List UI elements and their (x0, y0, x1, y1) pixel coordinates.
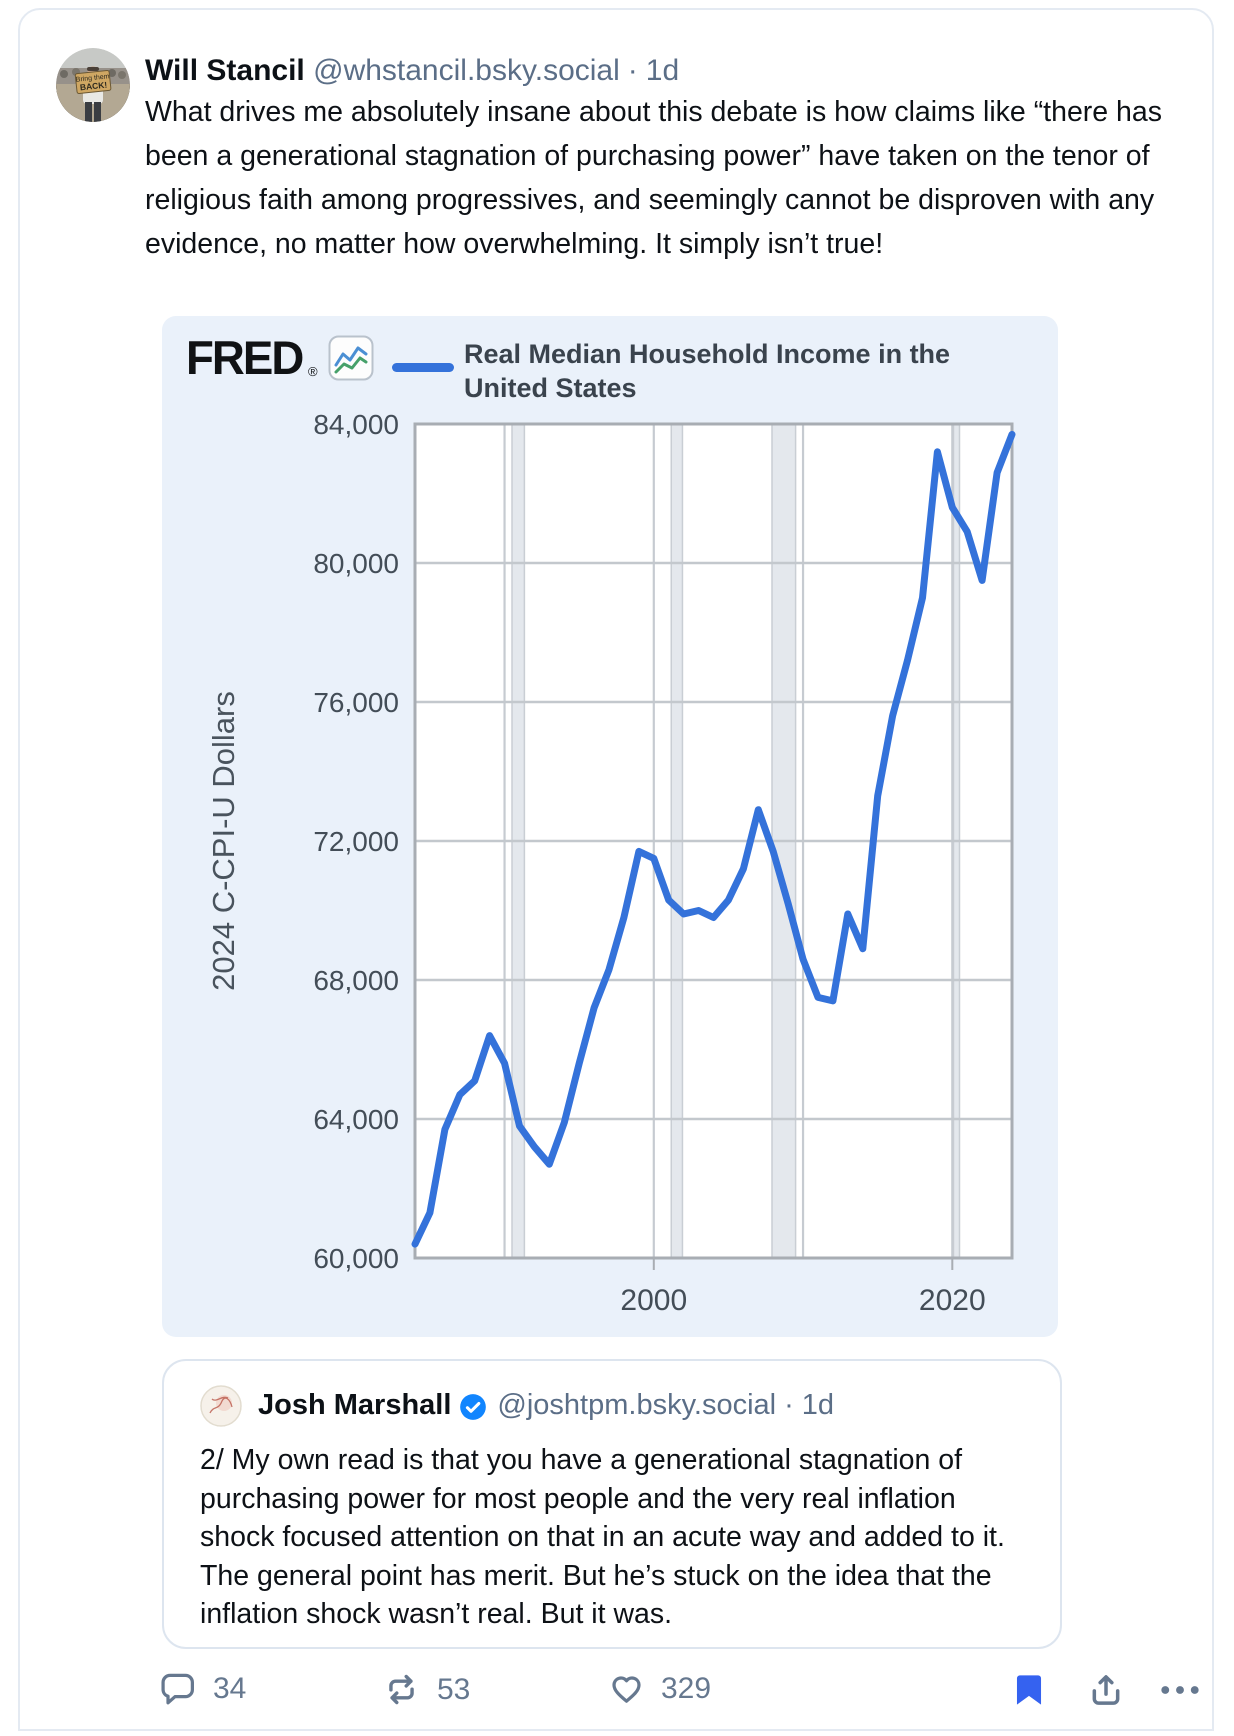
svg-text:60,000: 60,000 (313, 1243, 399, 1274)
avatar-sign-line1: Bring them (76, 73, 111, 84)
quote-avatar-art (200, 1385, 242, 1427)
reply-icon (161, 1673, 194, 1705)
svg-text:72,000: 72,000 (313, 826, 399, 857)
post-body: What drives me absolutely insane about t… (145, 96, 1163, 260)
reply-count: 34 (213, 1671, 247, 1705)
chart-plot: 60,000 64,000 68,000 72,000 76,000 80,000 84,0… (313, 409, 1016, 1317)
like-count: 329 (661, 1671, 712, 1705)
svg-text:80,000: 80,000 (313, 548, 399, 579)
share-icon (1092, 1675, 1120, 1705)
avatar-photo: Bring them BACK! (56, 48, 130, 122)
svg-text:2000: 2000 (620, 1284, 687, 1317)
author-name[interactable]: Will Stancil (145, 54, 305, 87)
repost-count: 53 (437, 1672, 471, 1706)
repost-button[interactable]: 53 (382, 1670, 470, 1709)
quote-avatar[interactable] (200, 1385, 242, 1427)
svg-text:68,000: 68,000 (313, 965, 399, 996)
post-timestamp[interactable]: 1d (645, 54, 680, 87)
quote-author-name[interactable]: Josh Marshall (258, 1389, 452, 1421)
quote-meta-separator: · (784, 1389, 794, 1421)
chart-card[interactable]: FRED ® Real Median Household Income in t… (162, 316, 1058, 1337)
fred-registered-mark: ® (307, 364, 318, 379)
bookmark-button[interactable] (1010, 1670, 1048, 1715)
like-button[interactable]: 329 (608, 1670, 711, 1707)
verified-badge-icon (460, 1393, 487, 1420)
chart-logo-row: FRED ® (186, 330, 374, 385)
repost-icon (389, 1674, 414, 1705)
svg-text:2020: 2020 (919, 1284, 986, 1317)
legend-label: Real Median Household Income in the Unit… (464, 339, 951, 403)
avatar[interactable]: Bring them BACK! (56, 48, 130, 122)
svg-text:76,000: 76,000 (313, 687, 399, 718)
quote-body: 2/ My own read is that you have a genera… (200, 1444, 1005, 1630)
meta-separator: · (627, 54, 638, 87)
svg-text:64,000: 64,000 (313, 1104, 399, 1135)
quote-author-handle[interactable]: @joshtpm.bsky.social (497, 1389, 777, 1421)
post-header: Will Stancil @whstancil.bsky.social · 1d (145, 54, 679, 88)
quote-card[interactable]: Josh Marshall @joshtpm.bsky.social · 1d 2/… (162, 1359, 1062, 1649)
avatar-sign-line2: BACK! (79, 80, 107, 93)
author-handle[interactable]: @whstancil.bsky.social (313, 54, 620, 87)
quote-timestamp[interactable]: 1d (801, 1389, 835, 1421)
post-card[interactable]: Bring them BACK! Will Stancil @whstancil… (18, 8, 1214, 1731)
like-icon (612, 1676, 641, 1703)
quote-header: Josh Marshall @joshtpm.bsky.social · 1d (258, 1389, 834, 1422)
share-button[interactable] (1086, 1670, 1126, 1715)
fred-chart-icon (328, 335, 374, 380)
legend-swatch (392, 363, 454, 372)
more-button[interactable] (1158, 1672, 1202, 1713)
svg-text:84,000: 84,000 (313, 409, 399, 440)
fred-logo: FRED (186, 331, 304, 384)
bookmark-icon (1016, 1675, 1042, 1705)
reply-button[interactable]: 34 (160, 1670, 246, 1707)
more-icon (1161, 1686, 1199, 1694)
